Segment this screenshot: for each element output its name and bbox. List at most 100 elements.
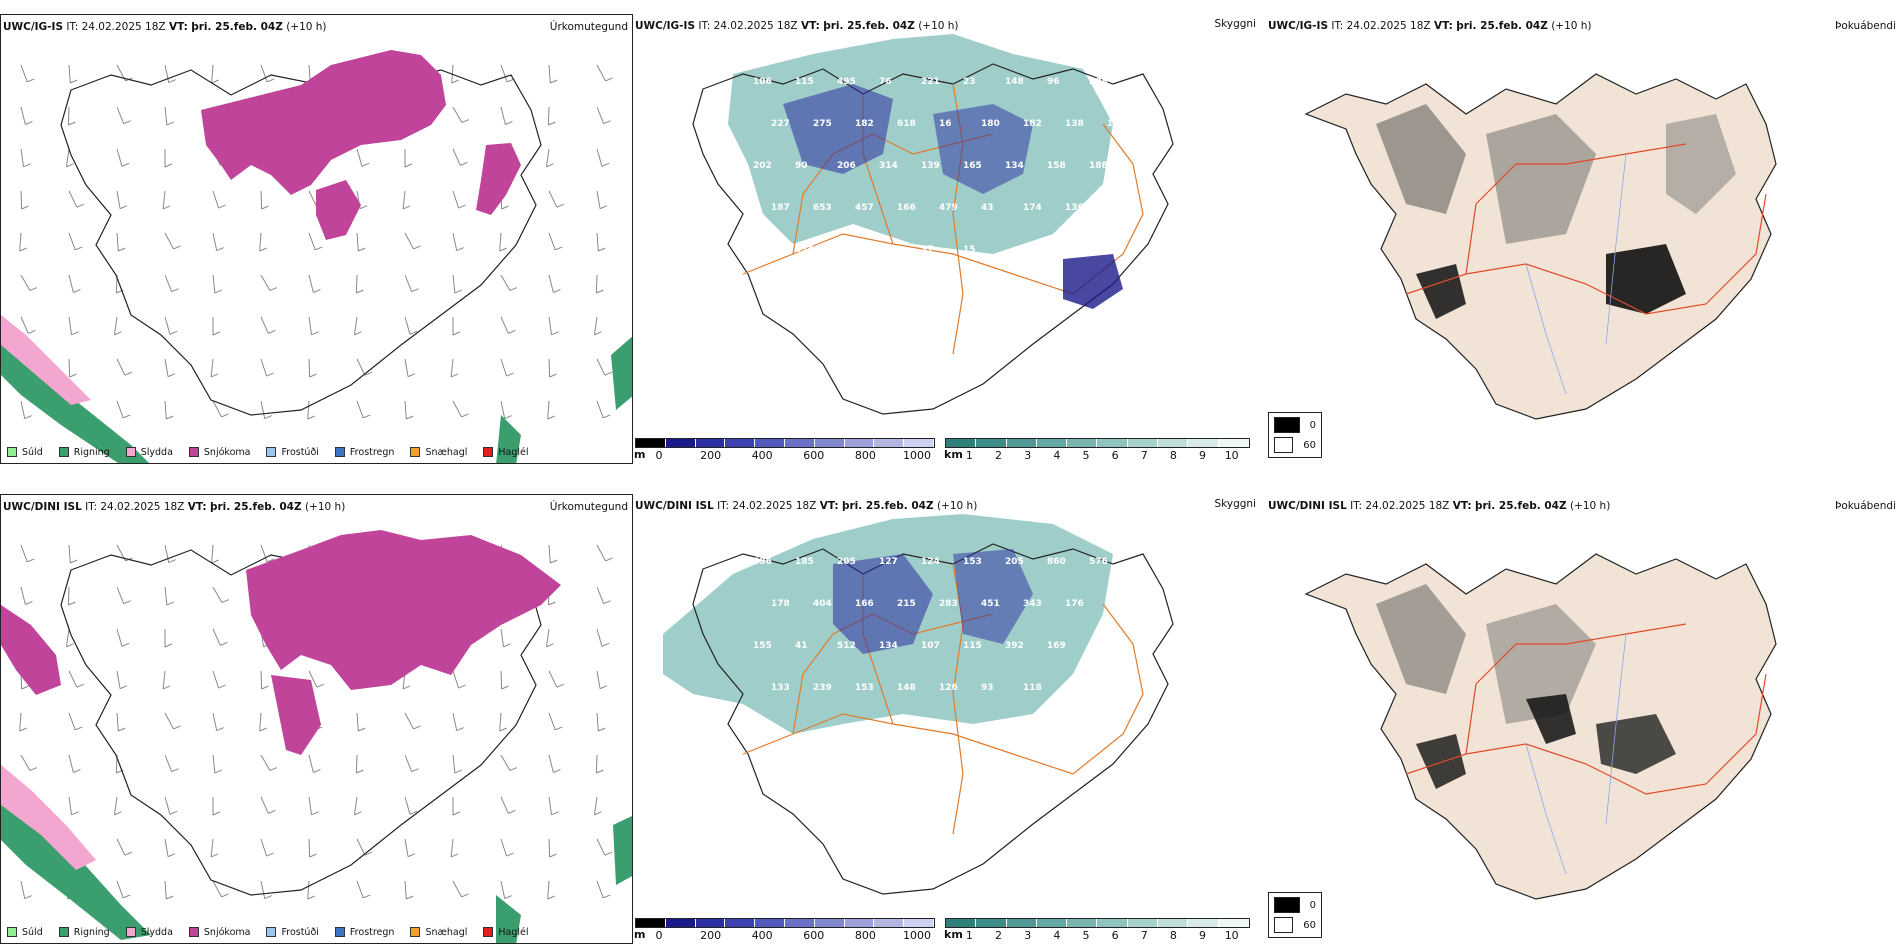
colorbar-segment (755, 439, 785, 447)
wind-barb-flag (551, 811, 559, 816)
wind-barb-flag (361, 162, 370, 167)
colorbar-segment (844, 919, 875, 927)
visibility-value: 141 (1089, 641, 1108, 651)
wind-barb (596, 232, 599, 252)
wind-barb-flag (598, 727, 606, 732)
visibility-value: 134 (879, 641, 898, 651)
wind-barb (68, 754, 74, 773)
visibility-value: 314 (879, 161, 898, 171)
colorbar-tick-label: 7 (1140, 929, 1148, 942)
wind-barb-flag (555, 726, 563, 731)
fog-legend-swatch (1274, 897, 1300, 913)
wind-barb (116, 106, 125, 124)
wind-barb (260, 316, 269, 334)
wind-barb (164, 274, 173, 292)
colorbar-segment (946, 919, 977, 927)
wind-barb (308, 796, 312, 815)
wind-barb-flag (121, 642, 130, 647)
wind-barb-flag (452, 331, 461, 336)
wind-barb-flag (309, 373, 317, 378)
wind-barb (68, 796, 72, 815)
visibility-value: 148 (897, 683, 916, 693)
fog-shading-1 (1376, 104, 1466, 214)
wind-barb (548, 316, 552, 335)
wind-barb (546, 628, 550, 647)
wind-barb-flag (264, 895, 272, 900)
wind-barb (308, 754, 314, 773)
visibility-value: 188 (1089, 161, 1108, 171)
snow-area (246, 530, 561, 690)
precip-legend-item: Snjókoma (188, 927, 250, 938)
colorbar-unit: km (944, 928, 963, 941)
wind-barb (116, 400, 124, 419)
wind-barb (596, 64, 606, 82)
visibility-value: 239 (813, 683, 832, 693)
visibility-value: 534 (795, 245, 814, 255)
colorbar-segment (636, 919, 666, 927)
wind-barb (211, 64, 214, 84)
wind-barb-flag (409, 330, 418, 335)
wind-barb (68, 190, 78, 208)
wind-barb (500, 796, 509, 814)
legend-label: Frostúði (281, 446, 319, 458)
precip-legend-item: Súld (7, 447, 43, 458)
wind-barb-flag (221, 413, 229, 418)
iceland-outline (692, 63, 1174, 415)
wind-barb (355, 274, 358, 294)
wind-barb-flag (166, 415, 174, 420)
low-vis-blob-3 (1063, 254, 1123, 309)
wind-barb (354, 796, 358, 815)
wind-barb (354, 316, 358, 335)
rivers (1525, 633, 1627, 875)
wind-barb (116, 232, 119, 252)
wind-barb (67, 106, 70, 126)
legend-label: Snjókoma (203, 446, 251, 458)
wind-barb-flag (315, 246, 323, 251)
wind-barb (260, 796, 269, 814)
fog-legend-label: 60 (1303, 919, 1316, 931)
colorbar-segment (1158, 919, 1189, 927)
wind-barb-flag (171, 288, 179, 293)
wind-barb-flag (75, 246, 83, 251)
precip-legend-item: Súld (7, 927, 43, 938)
wind-barb-flag (124, 371, 133, 376)
wind-barb-flag (411, 768, 419, 773)
wind-barb (212, 586, 223, 603)
colorbar-segment (784, 439, 815, 447)
legend-label: Frostregn (349, 926, 395, 938)
fog-shading-5 (1526, 694, 1576, 744)
wind-barb-flag (210, 373, 219, 378)
rain-se (496, 895, 521, 943)
wind-barb (68, 670, 78, 688)
colorbar-segment (946, 439, 977, 447)
wind-barb-flag (556, 683, 565, 688)
visibility-value: 392 (1005, 641, 1024, 651)
wind-barb (596, 190, 601, 209)
wind-barb (259, 712, 262, 732)
wind-barb-flag (506, 372, 514, 377)
visibility-value: 155 (753, 641, 772, 651)
wind-barb (164, 358, 169, 377)
wind-barb-flag (596, 769, 604, 774)
wind-barb (260, 838, 268, 857)
wind-barb-flag (499, 247, 507, 252)
wind-barb-flag (168, 79, 176, 84)
rain-e (613, 815, 632, 885)
wind-barb (212, 190, 220, 209)
wind-barb-flag (167, 853, 176, 858)
colorbar-segment (755, 919, 785, 927)
colorbar-segment (784, 919, 815, 927)
wind-barb (116, 712, 119, 732)
wind-barb-flag (454, 289, 463, 294)
visibility-value: 118 (1023, 683, 1042, 693)
wind-barb-flag (363, 414, 371, 419)
legend-label: Slydda (140, 446, 173, 458)
fog-map (1304, 553, 1777, 900)
legend-swatch (125, 447, 136, 457)
wind-barb-flag (605, 557, 613, 562)
wind-barb-flag (508, 809, 516, 814)
wind-barb-flag (354, 331, 362, 336)
wind-barb-flag (119, 205, 128, 210)
wind-barb (499, 232, 502, 252)
visibility-value: 115 (963, 641, 982, 651)
